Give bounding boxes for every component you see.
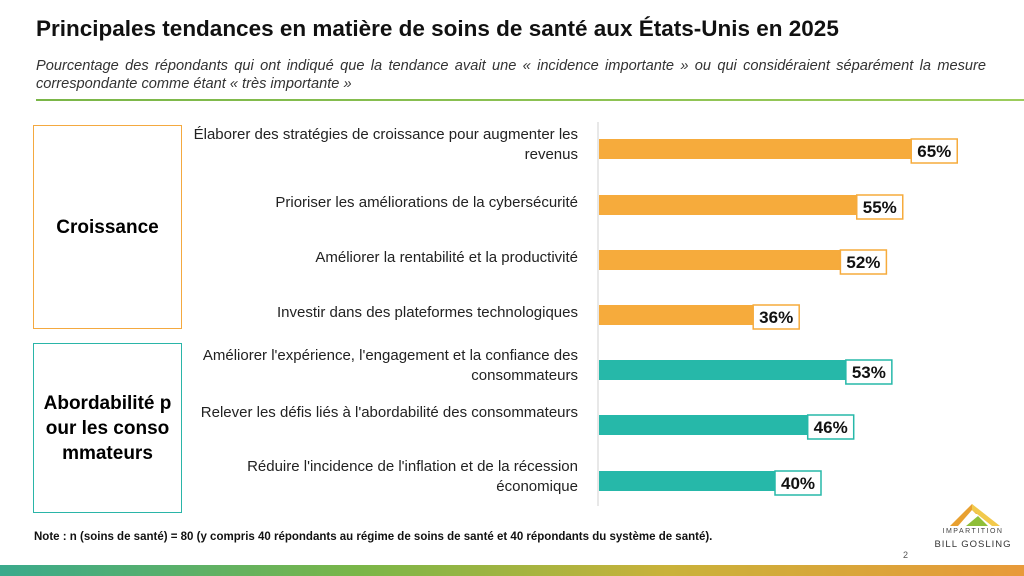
company-logo: IMPARTITION BILL GOSLING xyxy=(922,500,1024,560)
footer-bar xyxy=(0,565,1024,576)
logo-text-line1: IMPARTITION xyxy=(922,528,1024,535)
footnote: Note : n (soins de santé) = 80 (y compri… xyxy=(34,531,712,543)
bar xyxy=(599,360,888,380)
page-number: 2 xyxy=(903,550,908,560)
logo-mountain-icon xyxy=(922,500,1024,530)
value-label: 36% xyxy=(759,308,793,327)
value-label: 53% xyxy=(852,363,886,382)
value-label: 46% xyxy=(814,418,848,437)
bar-chart: 65% 55% 52% 36% 53% 46% 40% xyxy=(0,0,1024,576)
bar xyxy=(599,139,953,159)
bar xyxy=(599,195,899,215)
value-label: 40% xyxy=(781,474,815,493)
value-label: 65% xyxy=(917,142,951,161)
logo-text-line2: BILL GOSLING xyxy=(922,539,1024,550)
value-label: 52% xyxy=(846,253,880,272)
value-label: 55% xyxy=(863,198,897,217)
